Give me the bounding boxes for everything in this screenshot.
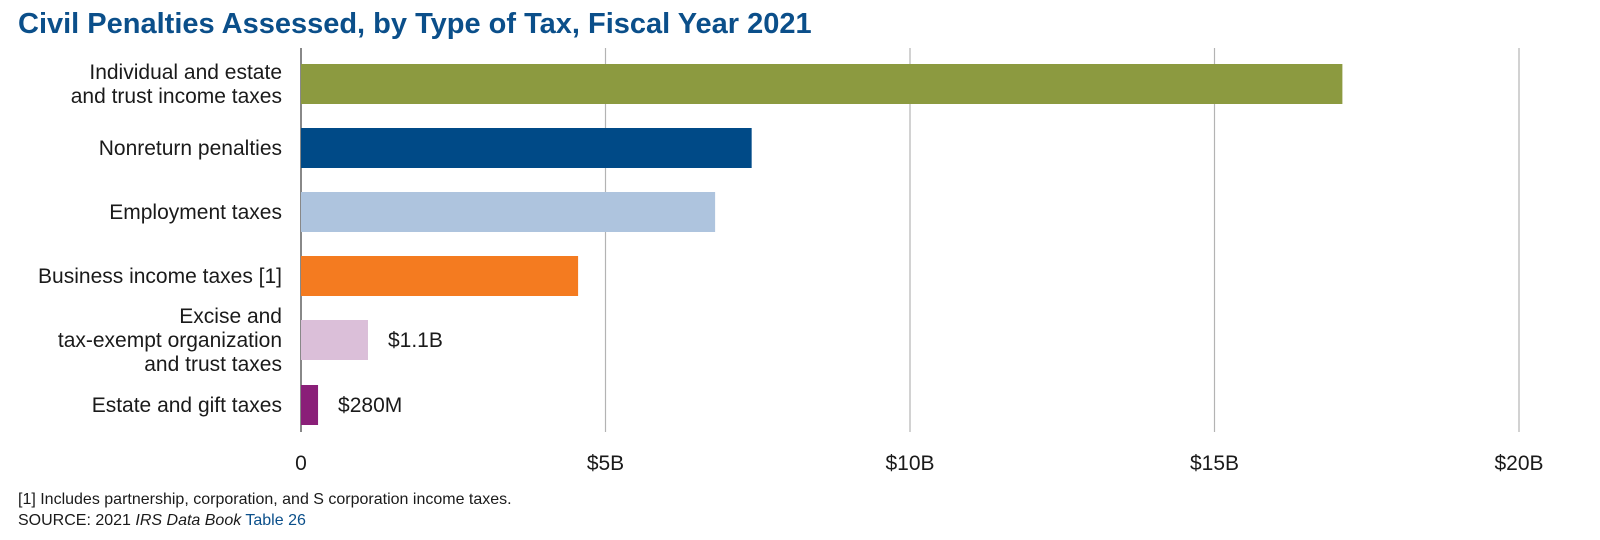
data-label: $280M (338, 394, 402, 417)
category-label: Excise and tax-exempt organization and tru… (58, 305, 282, 376)
bar (301, 192, 716, 232)
x-tick-label: 0 (295, 452, 307, 475)
category-label: Estate and gift taxes (92, 394, 282, 417)
bar (301, 385, 319, 425)
x-tick-label: $10B (885, 452, 934, 475)
source-prefix: SOURCE: 2021 (18, 512, 136, 529)
bar (301, 320, 368, 360)
bar (301, 128, 752, 168)
footnote-source: SOURCE: 2021 IRS Data Book Table 26 (18, 510, 512, 531)
x-tick-label: $15B (1190, 452, 1239, 475)
bar (301, 256, 579, 296)
category-label: Employment taxes (109, 201, 282, 224)
data-label: $1.1B (388, 329, 443, 352)
bar (301, 64, 1343, 104)
category-label: Individual and estate and trust income ta… (71, 61, 282, 108)
footnote: [1] Includes partnership, corporation, a… (18, 489, 512, 531)
source-table-link[interactable]: Table 26 (241, 512, 306, 529)
chart-title: Civil Penalties Assessed, by Type of Tax… (18, 8, 812, 40)
category-label: Business income taxes [1] (38, 265, 282, 288)
category-label: Nonreturn penalties (99, 137, 282, 160)
source-book-title: IRS Data Book (135, 512, 242, 529)
x-tick-label: $20B (1494, 452, 1543, 475)
footnote-note: [1] Includes partnership, corporation, a… (18, 491, 512, 508)
x-tick-label: $5B (587, 452, 624, 475)
